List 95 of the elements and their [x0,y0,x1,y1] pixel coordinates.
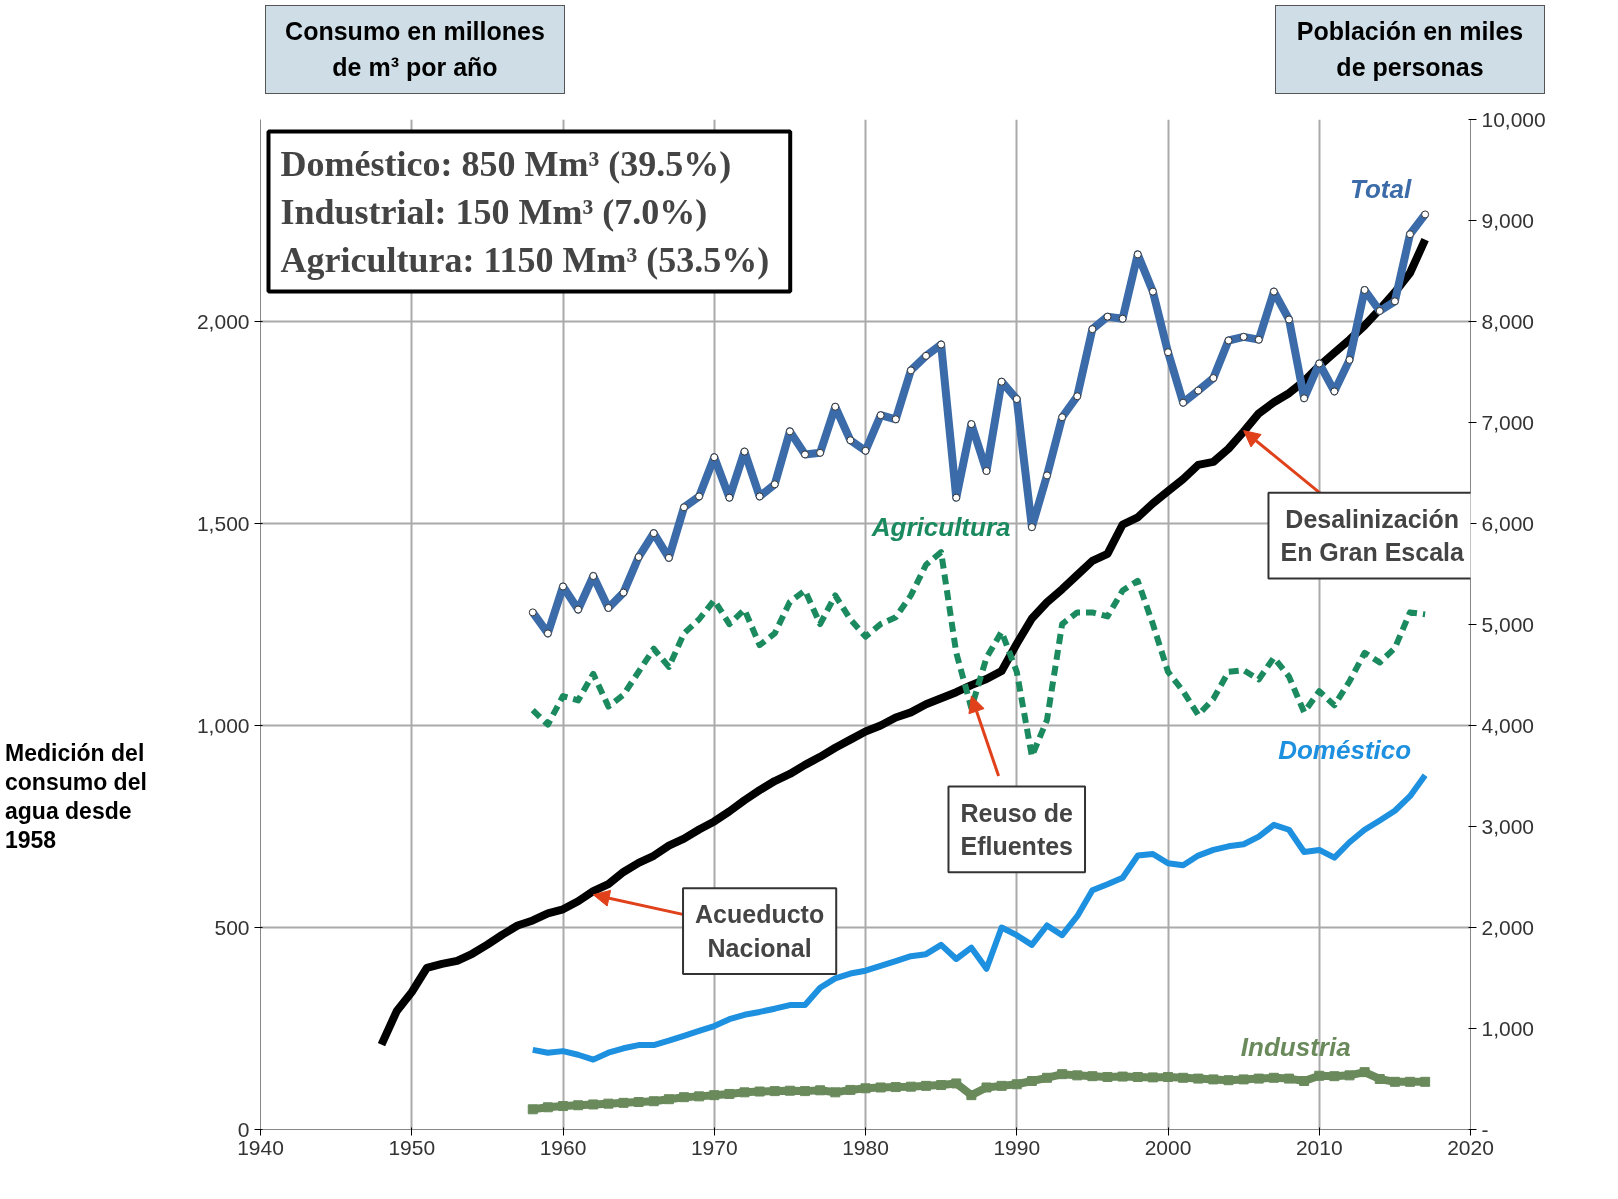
point [1374,1074,1385,1085]
x-tick-label: 2010 [1295,1135,1343,1159]
point [724,1089,735,1100]
point [618,1098,629,1109]
point [936,1080,947,1091]
point [1178,1073,1189,1084]
point [1102,1072,1113,1083]
series-label: Agricultura [870,512,1011,543]
y2-tick-label: 2,000 [1481,915,1535,939]
y-tick-label: 0 [237,1117,250,1141]
y-tick-label: 500 [214,915,250,939]
point [1208,1074,1219,1085]
y2-tick-label: 9,000 [1481,208,1535,232]
y2-tick-label: 7,000 [1481,410,1535,434]
point [1011,1079,1022,1090]
point [981,1082,992,1093]
y2-tick-label: 1,000 [1481,1016,1535,1040]
annotation: Doméstico: 850 Mm³ (39.5%) [280,143,732,184]
y2-tick-label: 5,000 [1481,612,1535,636]
point [1057,1069,1068,1080]
point [921,1081,931,1092]
y2-tick-label: 6,000 [1481,511,1535,535]
y2-tick-label: 4,000 [1481,713,1535,737]
point [1344,1070,1355,1081]
series-label: Doméstico [1278,735,1412,766]
point [905,1082,916,1093]
point [542,1102,553,1113]
y-tick-label: 2,000 [196,309,250,333]
x-tick-label: 1980 [842,1135,889,1159]
annotation: Industrial: 150 Mm³ (7.0%) [280,191,708,232]
x-tick-label: 2000 [1144,1135,1192,1159]
point [1299,1076,1310,1087]
point [1420,1077,1431,1088]
point [1238,1074,1249,1085]
point [815,1085,826,1096]
point [1268,1073,1279,1084]
series-label: Total [1349,174,1412,205]
point [558,1101,568,1112]
point [1314,1071,1325,1082]
y-tick-label: 1,500 [196,511,250,535]
point [1132,1072,1143,1083]
y2-tick-label: 3,000 [1481,814,1535,838]
point [1193,1074,1204,1084]
point [694,1091,705,1102]
series-label: Industria [1240,1032,1351,1063]
point [996,1081,1007,1092]
point [800,1086,810,1097]
point [769,1086,780,1097]
annotation: Agricultura: 1150 Mm³ (53.5%) [280,239,770,280]
point [1405,1077,1415,1088]
point [1087,1071,1098,1082]
annotation: Reuso de Efluentes [960,798,1074,861]
point [1329,1071,1340,1082]
x-tick-label: 1990 [993,1135,1041,1159]
point [845,1085,856,1096]
point [633,1097,644,1108]
annotation: Acueducto Nacional [695,900,825,963]
point [1163,1072,1173,1083]
point [860,1083,871,1094]
point [603,1099,614,1110]
point [784,1086,795,1097]
x-tick-label: 1960 [539,1135,587,1159]
point [966,1090,977,1101]
y2-axis-title: Población en miles de personas [1295,16,1525,83]
x-tick-label: 1970 [690,1135,738,1159]
point [754,1086,765,1097]
point [709,1090,720,1101]
annotation: Desalinización En Gran Escala [1280,505,1465,567]
y2-tick-label: 8,000 [1481,309,1535,333]
text: Medición del consumo del agua desde 1958 [5,739,148,855]
y-axis-title: Consumo en millones de m³ por año [284,16,546,83]
point [951,1078,962,1089]
x-tick-label: 1950 [388,1135,436,1159]
point [1389,1077,1400,1088]
point [830,1087,841,1098]
point [588,1099,599,1110]
point [1147,1072,1158,1083]
point [679,1092,689,1103]
point [1026,1076,1037,1087]
point [663,1094,674,1105]
point [527,1104,538,1115]
point [1117,1071,1128,1082]
point [1223,1075,1234,1086]
y-tick-label: 1,000 [196,713,250,737]
point [1042,1073,1052,1084]
point [739,1087,750,1098]
point [1253,1074,1264,1084]
point [1284,1074,1294,1084]
point [648,1096,659,1107]
point [1072,1070,1083,1081]
point [573,1100,584,1111]
point [890,1082,901,1093]
point [1359,1067,1370,1078]
y2-tick-label: 10,000 [1481,107,1546,131]
point [875,1082,886,1093]
